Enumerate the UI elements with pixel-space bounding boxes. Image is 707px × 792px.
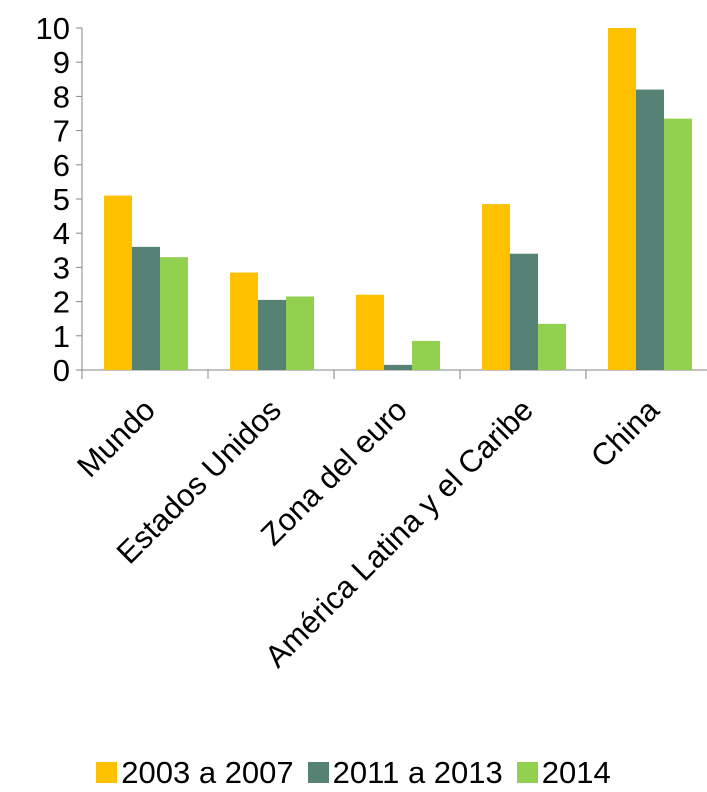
x-tick-label: Mundo (70, 392, 162, 484)
legend-swatch-series-2 (307, 761, 329, 783)
legend-item-series-2: 2011 a 2013 (307, 754, 503, 790)
y-tick-label: 7 (53, 114, 70, 149)
bar-series-1-5 (608, 28, 636, 370)
bar-series-3-3 (412, 340, 440, 370)
bar-series-3-1 (160, 257, 188, 370)
bar-series-1-1 (104, 195, 132, 370)
bar-series-3-5 (664, 118, 692, 370)
legend-label-series-1: 2003 a 2007 (121, 754, 294, 790)
y-tick-label: 6 (53, 148, 70, 183)
legend-label-series-3: 2014 (541, 754, 611, 790)
bar-series-2-3 (384, 364, 412, 370)
y-tick-label: 5 (53, 182, 70, 217)
bars (104, 28, 692, 370)
legend-item-series-3: 2014 (516, 754, 611, 790)
bar-series-2-2 (258, 299, 286, 370)
bar-series-3-4 (538, 323, 566, 370)
x-tick-label: América Latina y el Caribe (258, 392, 540, 674)
bar-series-1-2 (230, 272, 258, 370)
legend-swatch-series-3 (516, 761, 538, 783)
y-tick-label: 4 (53, 216, 70, 251)
bar-series-1-3 (356, 294, 384, 370)
legend-item-series-1: 2003 a 2007 (96, 754, 294, 790)
bar-series-1-4 (482, 204, 510, 370)
y-tick-label: 3 (53, 250, 70, 285)
bar-series-3-2 (286, 296, 314, 370)
y-tick-label: 1 (53, 319, 70, 354)
y-tick-label: 10 (36, 11, 70, 46)
x-tick-label: China (584, 392, 667, 475)
y-tick-label: 9 (53, 45, 70, 80)
x-axis (81, 369, 707, 379)
bar-series-2-5 (636, 89, 664, 370)
y-tick-label: 2 (53, 285, 70, 320)
legend-swatch-series-1 (96, 761, 118, 783)
y-tick-label: 8 (53, 79, 70, 114)
y-tick-label: 0 (53, 353, 70, 388)
legend-label-series-2: 2011 a 2013 (332, 754, 503, 790)
bar-series-2-1 (132, 246, 160, 370)
legend: 2003 a 2007 2011 a 2013 2014 (0, 752, 707, 792)
bar-series-2-4 (510, 253, 538, 370)
